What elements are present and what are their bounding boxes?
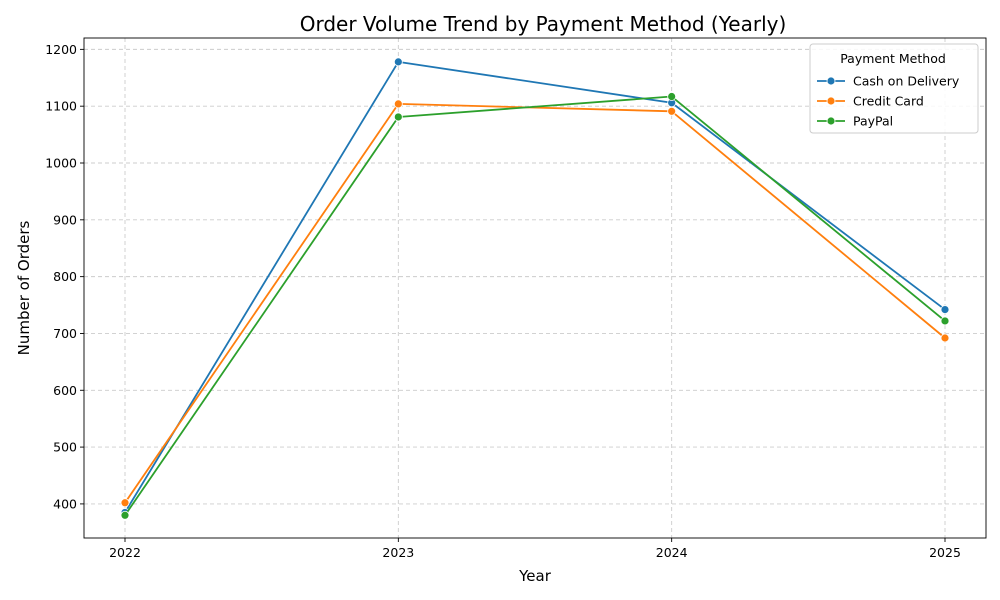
legend-swatch-marker <box>826 76 836 86</box>
x-tick-label: 2022 <box>109 545 141 560</box>
series-line <box>124 60 946 513</box>
series-group <box>120 57 950 520</box>
legend-title: Payment Method <box>840 51 946 66</box>
chart-title: Order Volume Trend by Payment Method (Ye… <box>300 12 787 36</box>
series-cash-on-delivery <box>120 57 950 517</box>
y-tick-label: 400 <box>53 496 77 511</box>
legend-item: PayPal <box>817 114 893 129</box>
plot-area-frame <box>83 37 987 539</box>
data-point <box>940 305 950 314</box>
legend-swatch-marker <box>826 116 836 126</box>
legend-box <box>809 43 979 134</box>
data-point <box>393 57 403 67</box>
y-axis-label: Number of Orders <box>15 220 33 355</box>
grid-lines <box>84 38 986 538</box>
y-axis-ticks: 400 500 600 700 800 900 1000 1100 1200 <box>45 42 84 511</box>
x-tick-label: 2024 <box>656 545 688 560</box>
y-tick-label: 800 <box>53 269 77 284</box>
legend-item: Credit Card <box>817 94 924 109</box>
data-point <box>393 112 403 122</box>
y-tick-label: 1100 <box>45 99 77 114</box>
y-tick-label: 900 <box>53 212 77 227</box>
y-tick-label: 500 <box>53 440 77 455</box>
x-axis-ticks: 2022 2023 2024 2025 <box>109 538 961 560</box>
data-point <box>667 92 677 101</box>
x-axis-label: Year <box>518 567 552 585</box>
series-line <box>124 95 946 516</box>
data-point <box>120 510 130 520</box>
series-line <box>124 103 946 504</box>
x-tick-label: 2023 <box>382 545 414 560</box>
legend: Payment Method Cash on Delivery Credit Ca… <box>809 43 979 134</box>
data-point <box>667 106 677 116</box>
legend-label: PayPal <box>853 114 893 129</box>
legend-label: Cash on Delivery <box>853 74 960 89</box>
y-tick-label: 1000 <box>45 156 77 171</box>
series-paypal <box>120 92 950 520</box>
legend-swatch-marker <box>826 96 836 106</box>
legend-label: Credit Card <box>853 94 924 109</box>
x-tick-label: 2025 <box>929 545 961 560</box>
y-tick-label: 700 <box>53 326 77 341</box>
y-tick-label: 600 <box>53 383 77 398</box>
data-point <box>393 99 403 109</box>
data-point <box>940 316 950 326</box>
data-point <box>940 333 950 343</box>
legend-item: Cash on Delivery <box>817 74 960 89</box>
data-point <box>120 498 130 508</box>
series-credit-card <box>120 99 950 508</box>
y-tick-label: 1200 <box>45 42 77 57</box>
